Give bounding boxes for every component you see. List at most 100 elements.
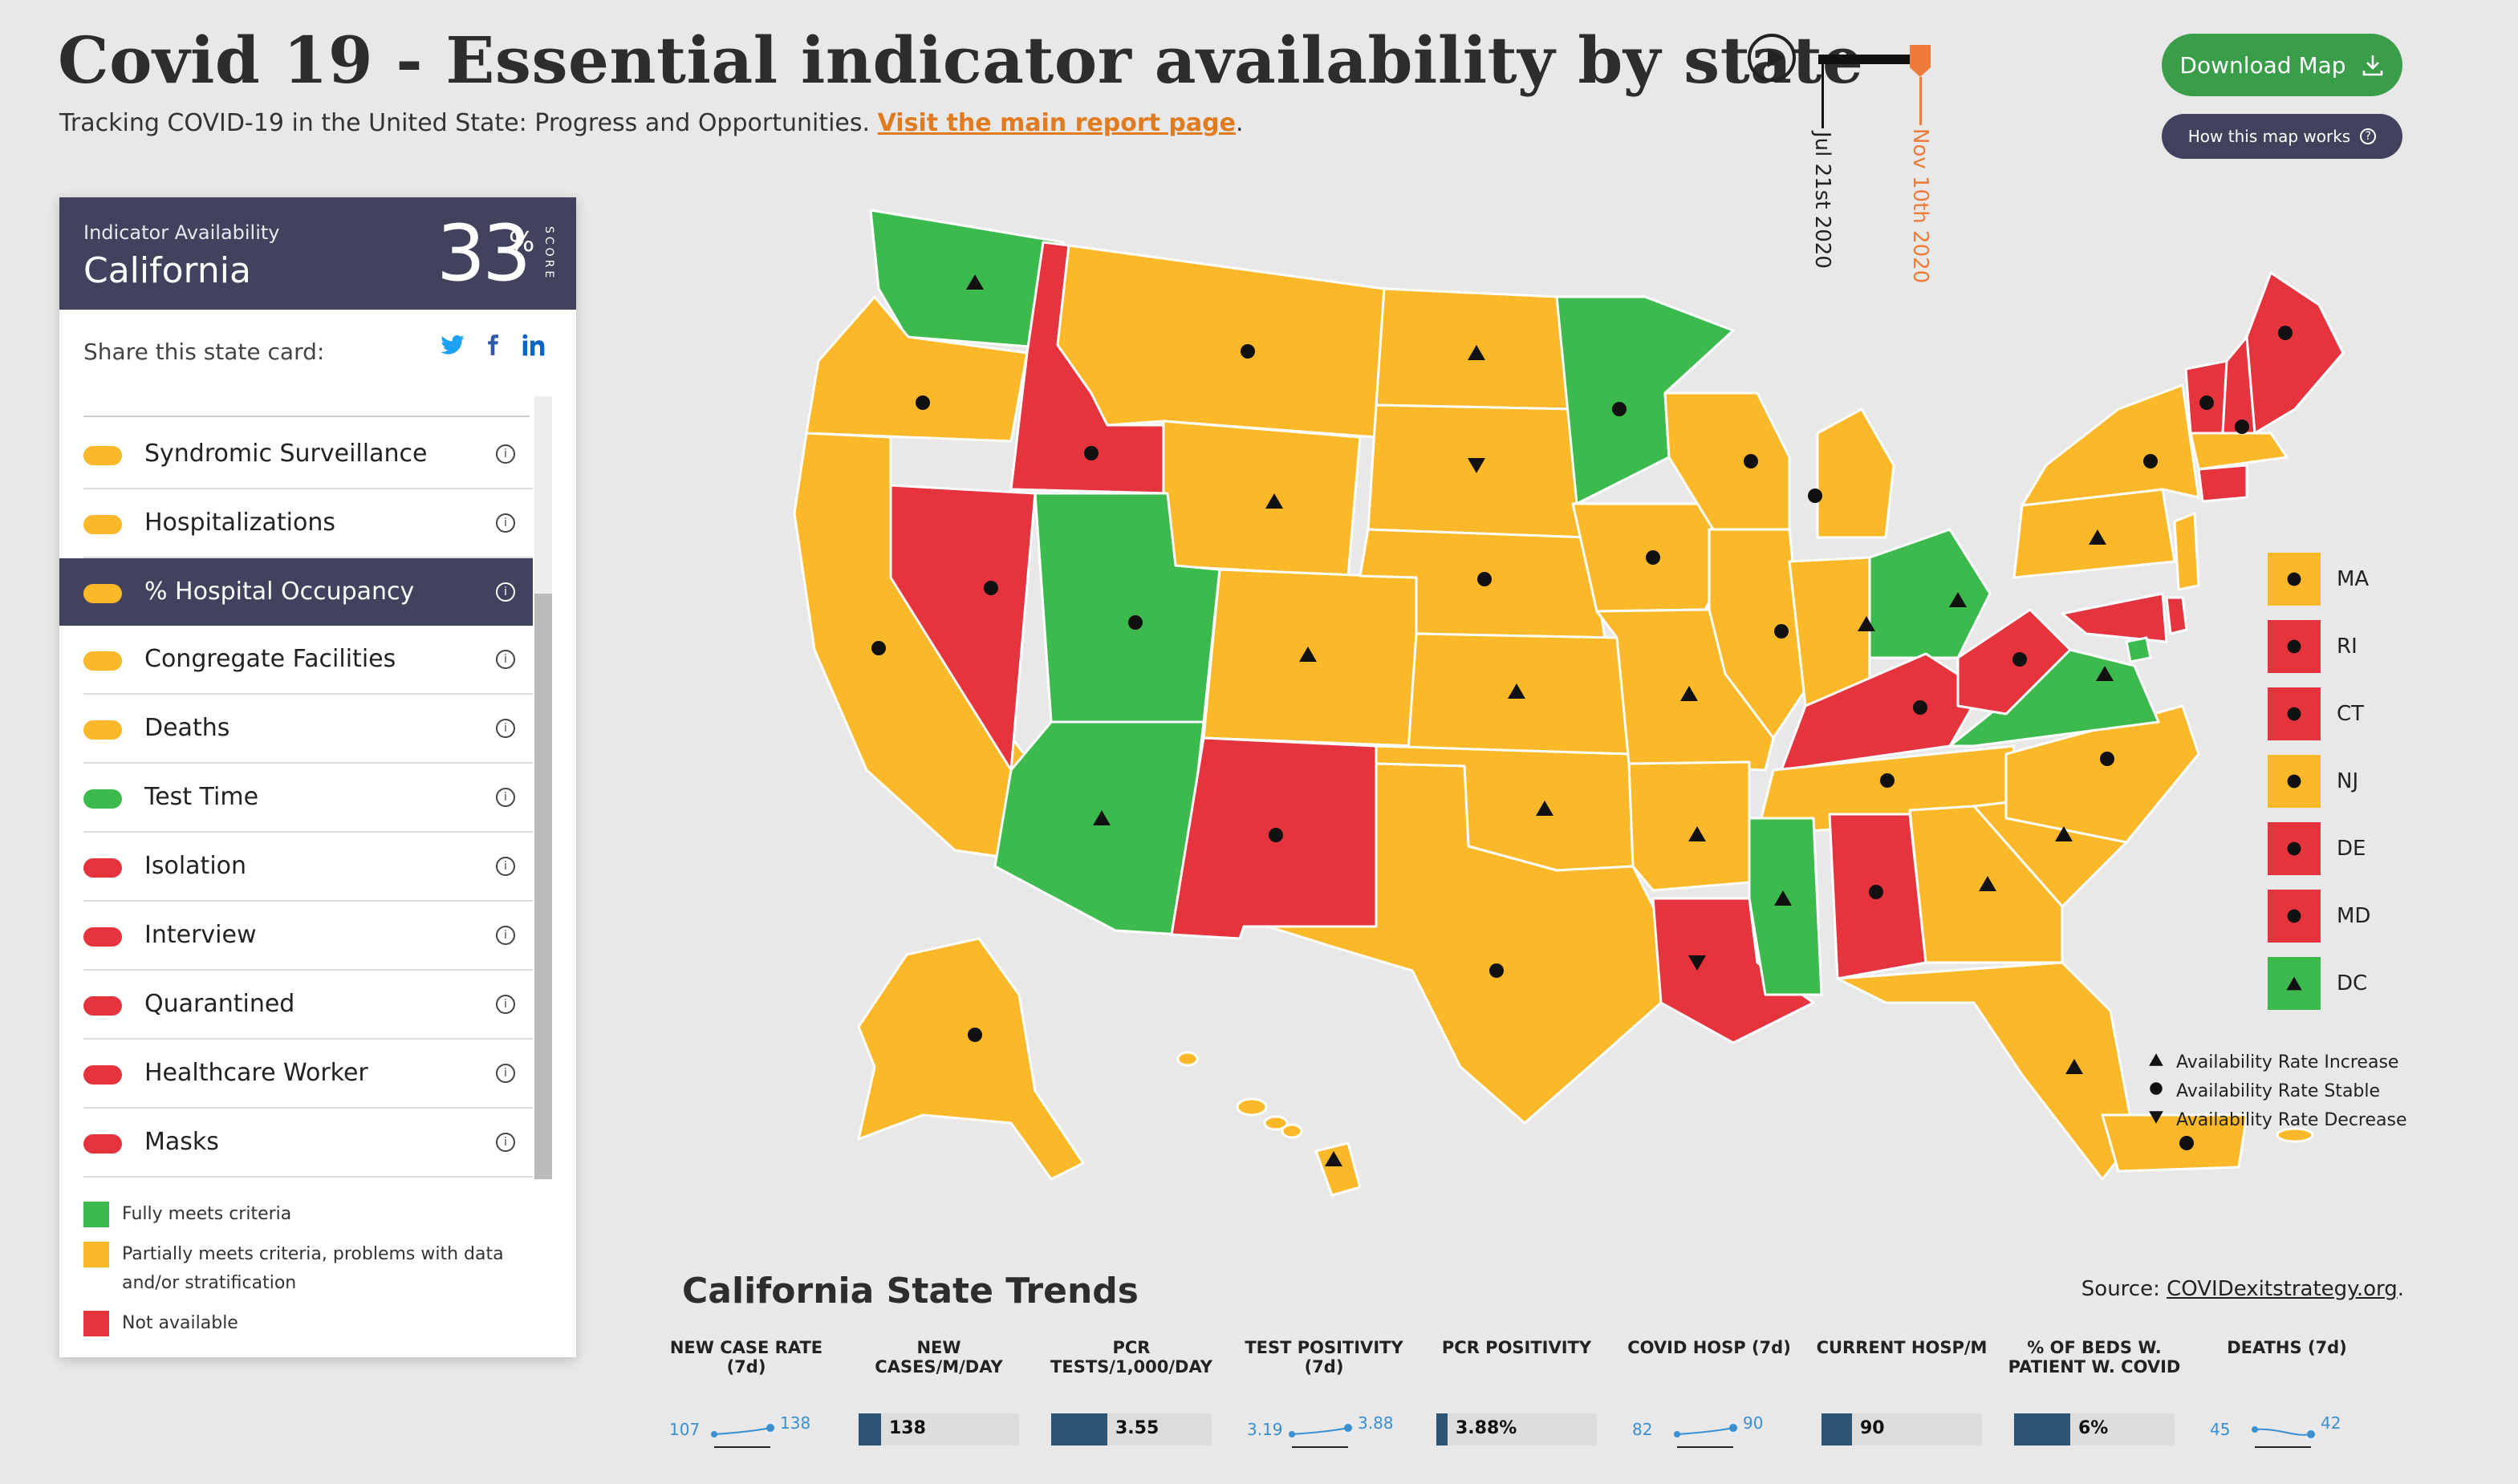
trend-sparkline: 107 138 [658,1405,835,1454]
info-icon[interactable]: i [496,995,515,1014]
sparkline-icon [1289,1424,1352,1448]
state-oh[interactable] [1868,528,1992,659]
state-de[interactable] [2165,596,2188,635]
indicator-scrollbar-thumb[interactable] [534,594,552,1179]
increase-marker-icon [2147,1051,2165,1073]
trend-sparkline: 82 90 [1621,1405,1797,1454]
download-map-button[interactable]: Download Map [2162,34,2402,96]
timeline-handle[interactable] [1910,45,1931,77]
indicator-row[interactable]: Test Time i [83,764,533,833]
stable-marker [2179,1136,2194,1150]
timeline-start-date: Jul 21st 2020 [1810,132,1834,269]
small-state-label: RI [2337,635,2358,659]
indicator-row[interactable]: Deaths i [83,695,533,764]
small-state-label: DE [2337,837,2366,861]
state-wa[interactable] [869,209,1065,351]
increase-marker [1774,890,1792,906]
indicator-row[interactable]: Hospitalizations i [83,489,533,558]
info-icon[interactable]: i [496,650,515,669]
small-state-label: CT [2337,702,2365,726]
state-mi[interactable] [1816,407,1895,539]
availability-marker-icon [2284,637,2304,659]
indicator-row[interactable]: % Hospital Occupancy i [59,558,533,626]
stable-marker [1913,700,1927,715]
state-wy[interactable] [1162,420,1362,578]
state-ny[interactable] [2020,383,2200,507]
info-icon[interactable]: i [496,788,515,807]
state-az[interactable] [993,720,1205,936]
indicator-row[interactable]: Healthcare Worker i [83,1040,533,1109]
state-md[interactable] [2061,592,2168,643]
info-icon[interactable]: i [496,857,515,876]
indicator-label: Congregate Facilities [144,645,396,673]
stable-marker [1880,773,1895,788]
state-fl[interactable] [1836,961,2136,1181]
trend-metric: NEW CASES/M/DAY 138 [851,1338,1027,1445]
availability-marker-icon [2284,570,2304,592]
small-state-item[interactable]: NJ [2268,748,2370,815]
info-icon[interactable]: i [496,1064,515,1083]
indicator-row[interactable]: Syndromic Surveillance i [83,420,533,489]
info-icon[interactable]: i [496,926,515,945]
linkedin-icon[interactable] [520,332,547,358]
small-state-item[interactable]: MA [2268,545,2370,613]
stable-marker [1869,885,1883,899]
report-link[interactable]: Visit the main report page [877,109,1236,137]
download-map-label: Download Map [2179,51,2346,79]
state-or[interactable] [805,295,1029,443]
state-tx[interactable] [1266,762,1663,1125]
info-icon[interactable]: i [496,582,515,602]
twitter-icon[interactable] [440,332,465,358]
small-state-item[interactable]: MD [2268,882,2370,950]
indicator-row[interactable]: Interview i [83,902,533,971]
state-me[interactable] [2245,271,2345,435]
indicator-row[interactable]: Masks i [83,1109,533,1178]
state-ct[interactable] [2197,464,2248,503]
info-icon[interactable]: i [496,1133,515,1152]
how-map-works-button[interactable]: How this map works ? [2162,114,2402,159]
indicator-row[interactable]: Quarantined i [83,971,533,1040]
spark-start-value: 45 [2210,1420,2231,1439]
state-il[interactable] [1708,528,1807,740]
state-dc[interactable] [2125,636,2152,663]
state-ms[interactable] [1748,817,1823,996]
increase-marker [1468,345,1485,360]
small-state-item[interactable]: RI [2268,613,2370,680]
indicator-row[interactable]: Congregate Facilities i [83,626,533,695]
trend-metric: PCR POSITIVITY 3.88% [1428,1338,1605,1445]
state-sd[interactable] [1367,403,1582,539]
increase-marker [1508,683,1525,699]
timeline-end-date: Nov 10th 2020 [1908,128,1932,284]
indicator-status-pill [83,446,122,465]
small-state-item[interactable]: DC [2268,950,2370,1017]
indicator-row[interactable]: Isolation i [83,833,533,902]
small-state-swatch [2268,755,2321,808]
state-nj[interactable] [2173,512,2200,591]
info-icon[interactable]: i [496,513,515,533]
facebook-icon[interactable] [481,332,504,358]
state-ma[interactable] [2189,432,2289,471]
state-ky[interactable] [1780,652,1984,772]
spark-end-value: 3.88 [1358,1413,1394,1433]
small-state-item[interactable]: CT [2268,680,2370,748]
indicator-status-pill [83,515,122,534]
share-label: Share this state card: [83,339,325,365]
subtitle-period: . [1235,109,1244,137]
small-state-item[interactable]: DE [2268,815,2370,882]
small-states-legend: MA RI CT NJ DE MD DC [2268,545,2370,1017]
state-hi[interactable] [1314,1141,1362,1197]
legend-swatch [83,1311,109,1336]
state-pr[interactable] [2101,1113,2248,1173]
state-mt[interactable] [1056,244,1386,439]
info-icon[interactable]: i [496,444,515,464]
play-icon[interactable] [1748,34,1796,82]
trend-bar-fill [2014,1413,2070,1445]
marker-legend-label: Availability Rate Increase [2176,1052,2399,1072]
trend-metric: DEATHS (7d) 45 42 [2199,1338,2375,1448]
state-ar[interactable] [1627,760,1751,892]
timeline-track[interactable] [1818,55,1915,64]
info-icon[interactable]: i [496,719,515,738]
increase-marker [1536,801,1553,816]
state-ak[interactable] [857,937,1085,1181]
source-link[interactable]: COVIDexitstrategy.org [2167,1277,2398,1301]
